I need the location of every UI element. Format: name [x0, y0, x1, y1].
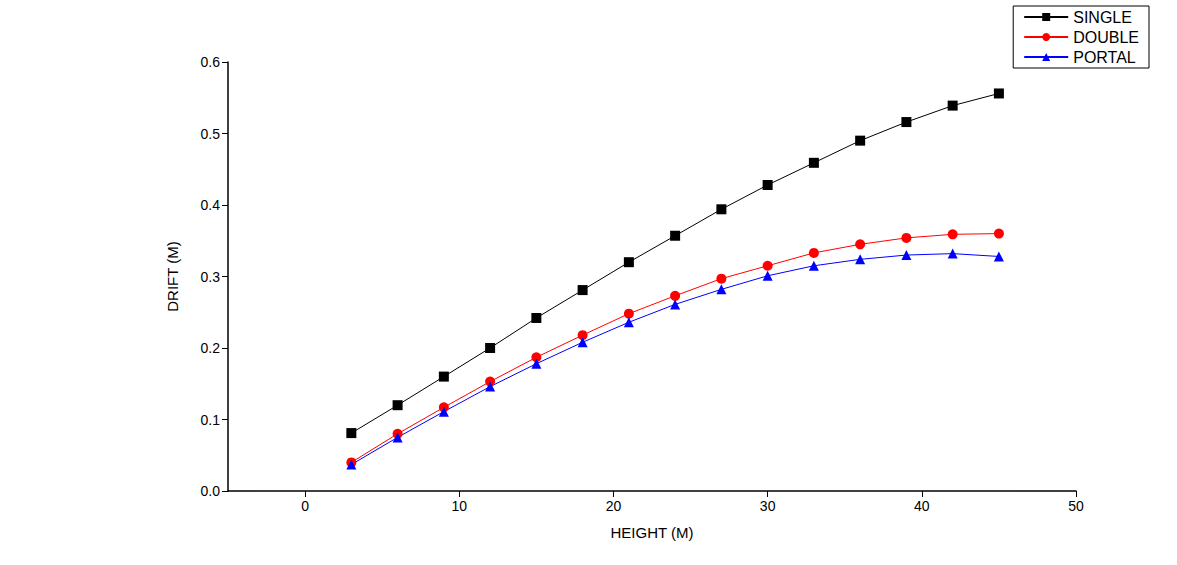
- svg-text:DRIFT (M): DRIFT (M): [164, 241, 181, 312]
- svg-text:PORTAL: PORTAL: [1073, 49, 1136, 66]
- svg-text:HEIGHT (M): HEIGHT (M): [610, 524, 693, 541]
- svg-text:50: 50: [1068, 498, 1084, 514]
- svg-text:0.2: 0.2: [201, 340, 221, 356]
- svg-text:0: 0: [301, 498, 309, 514]
- svg-text:0.1: 0.1: [201, 412, 221, 428]
- svg-text:0.5: 0.5: [201, 126, 221, 142]
- svg-text:DOUBLE: DOUBLE: [1073, 29, 1139, 46]
- svg-text:0.3: 0.3: [201, 269, 221, 285]
- svg-text:0.6: 0.6: [201, 54, 221, 70]
- svg-text:0.0: 0.0: [201, 483, 221, 499]
- svg-text:10: 10: [451, 498, 467, 514]
- svg-text:20: 20: [606, 498, 622, 514]
- svg-text:0.4: 0.4: [201, 197, 221, 213]
- svg-text:SINGLE: SINGLE: [1073, 9, 1132, 26]
- svg-text:30: 30: [760, 498, 776, 514]
- svg-text:40: 40: [914, 498, 930, 514]
